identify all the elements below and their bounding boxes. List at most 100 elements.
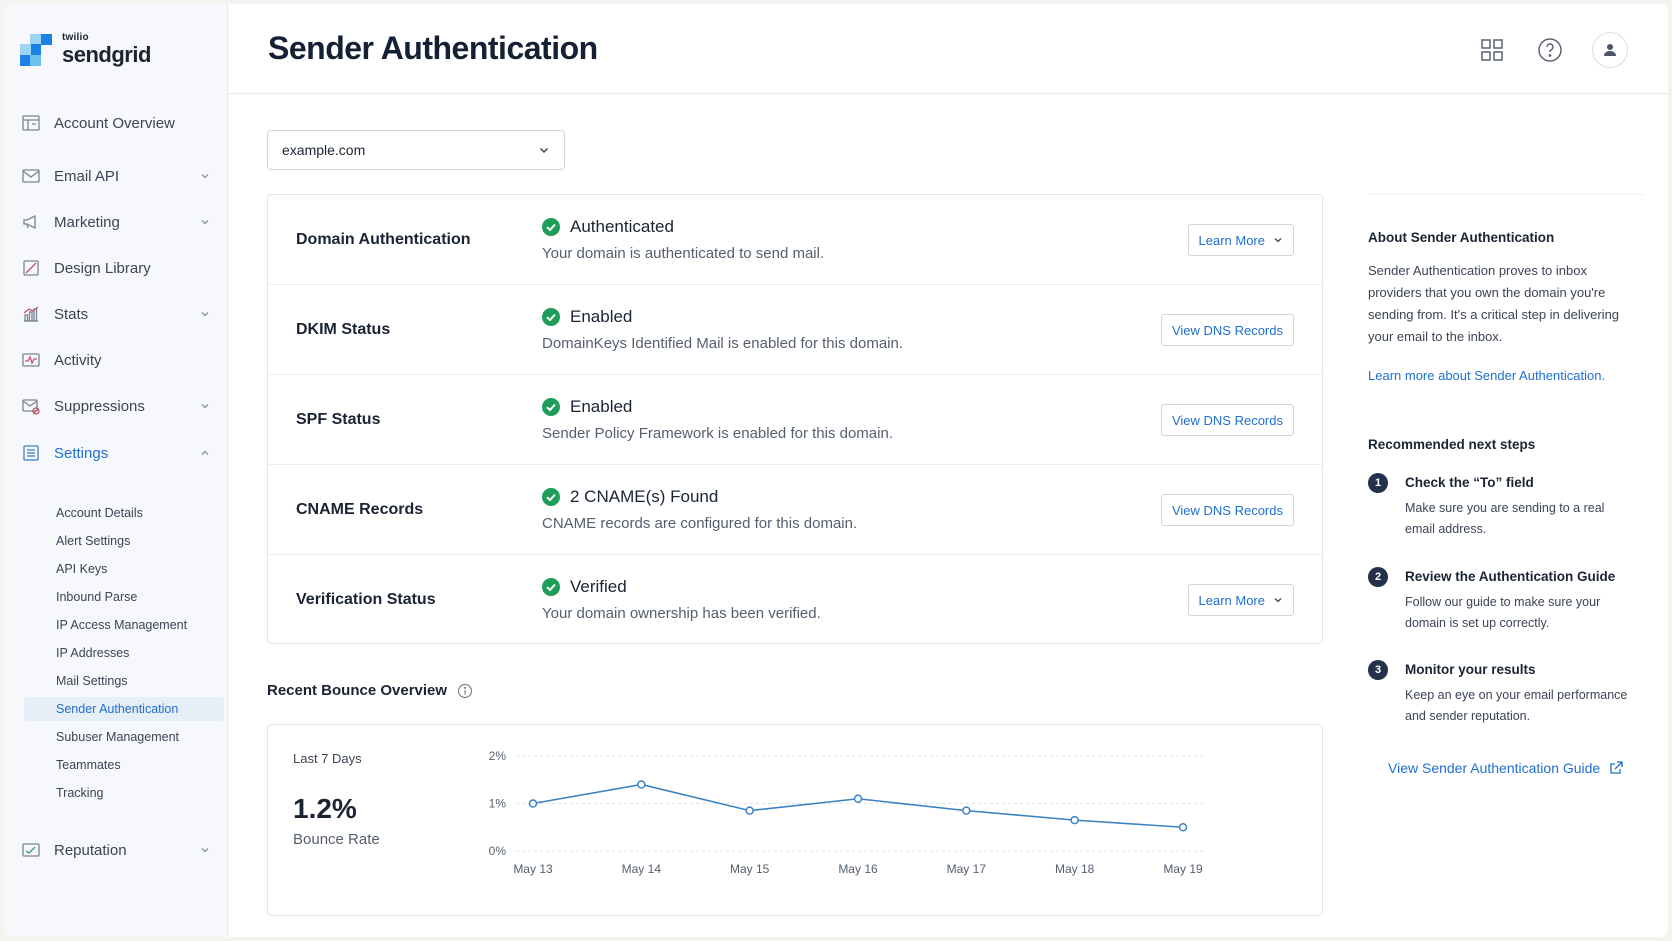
- status-row-verification: Verification Status Verified Your domain…: [268, 555, 1322, 645]
- data-point[interactable]: [745, 806, 754, 815]
- sidebar-item-label: Design Library: [54, 259, 151, 277]
- status-indicator: Enabled: [542, 307, 632, 327]
- status-row-title: CNAME Records: [296, 501, 424, 518]
- sidebar-item-account-overview[interactable]: Account Overview: [20, 108, 220, 138]
- sidebar-item-label: Stats: [54, 305, 89, 323]
- check-circle-icon: [542, 398, 560, 416]
- sidebar-subitem-subuser-management[interactable]: Subuser Management: [56, 730, 179, 744]
- user-avatar-button[interactable]: [1592, 32, 1628, 68]
- sidebar-subitem-sender-authentication[interactable]: Sender Authentication: [24, 697, 224, 721]
- settings-icon: [20, 442, 42, 464]
- view-dns-records-button[interactable]: View DNS Records: [1160, 404, 1294, 436]
- button-label: View DNS Records: [1171, 412, 1283, 428]
- status-text: Verified: [570, 577, 627, 596]
- bounce-rate-value: 1.2%: [293, 793, 357, 824]
- learn-more-button[interactable]: Learn More: [1187, 224, 1294, 256]
- step-title: Check the “To” field: [1405, 475, 1534, 490]
- sidebar-subitem-account-details[interactable]: Account Details: [56, 506, 143, 520]
- sidebar-item-activity[interactable]: Activity: [20, 345, 220, 375]
- learn-more-button[interactable]: Learn More: [1187, 584, 1294, 616]
- view-dns-records-button[interactable]: View DNS Records: [1160, 314, 1294, 346]
- chevron-down-icon: [198, 215, 212, 229]
- sidebar-item-stats[interactable]: Stats: [20, 299, 220, 329]
- apps-grid-icon[interactable]: [1474, 32, 1510, 68]
- help-icon[interactable]: [1532, 32, 1568, 68]
- status-text: Authenticated: [570, 217, 674, 236]
- bounce-rate-label: Bounce Rate: [293, 831, 380, 848]
- data-point[interactable]: [637, 780, 646, 789]
- sidebar-subitem-api-keys[interactable]: API Keys: [56, 562, 108, 576]
- view-dns-records-button[interactable]: View DNS Records: [1160, 494, 1294, 526]
- status-row-domain-authentication: Domain Authentication Authenticated Your…: [268, 195, 1322, 285]
- sidebar-item-marketing[interactable]: Marketing: [20, 207, 220, 237]
- info-icon[interactable]: [457, 683, 473, 699]
- chevron-down-icon: [198, 399, 212, 413]
- y-tick-label: 1%: [489, 797, 507, 811]
- sidebar-subitem-ip-addresses[interactable]: IP Addresses: [56, 646, 130, 660]
- status-description: Your domain is authenticated to send mai…: [542, 245, 825, 262]
- stats-icon: [20, 303, 42, 325]
- data-point[interactable]: [1070, 815, 1079, 825]
- about-text-line: Sender Authentication proves to inbox: [1368, 263, 1587, 278]
- next-steps-heading: Recommended next steps: [1368, 437, 1536, 452]
- status-text: Enabled: [570, 397, 633, 416]
- button-label: Learn More: [1198, 232, 1265, 248]
- step-number-badge: 2: [1368, 567, 1388, 587]
- step-desc-line: Make sure you are sending to a real: [1405, 501, 1605, 515]
- status-row-spf: SPF Status Enabled Sender Policy Framewo…: [268, 375, 1322, 465]
- chevron-up-icon: [198, 446, 212, 460]
- sidebar-item-design-library[interactable]: Design Library: [20, 253, 220, 283]
- megaphone-icon: [20, 211, 42, 233]
- status-row-title: DKIM Status: [296, 321, 391, 338]
- y-tick-label: 0%: [489, 844, 507, 858]
- user-icon: [1604, 44, 1616, 56]
- button-label: Learn More: [1198, 592, 1265, 608]
- sidebar-item-suppressions[interactable]: Suppressions: [20, 391, 220, 421]
- sidebar-subitem-ip-access-management[interactable]: IP Access Management: [56, 618, 188, 632]
- check-circle-icon: [542, 578, 560, 596]
- step-number-badge: 1: [1368, 473, 1388, 493]
- bounce-series-line: [532, 783, 1184, 829]
- account-overview-icon: [20, 112, 42, 134]
- x-tick-label: May 19: [1163, 862, 1203, 876]
- status-indicator: Enabled: [542, 397, 632, 417]
- authentication-status-card: Domain Authentication Authenticated Your…: [267, 194, 1323, 644]
- chevron-down-icon: [198, 307, 212, 321]
- page-title: Sender Authentication: [268, 30, 598, 66]
- chevron-down-icon: [198, 169, 212, 183]
- step-number-badge: 3: [1368, 660, 1388, 680]
- bounce-line-chart: 2% 1% 0% May 13 May 14 May 15 May 16 May 17 May …: [489, 749, 1203, 876]
- data-point[interactable]: [962, 806, 971, 815]
- domain-select[interactable]: example.com: [267, 130, 565, 170]
- sidebar-subitem-teammates[interactable]: Teammates: [56, 758, 121, 772]
- step-desc-line: email address.: [1405, 522, 1487, 536]
- status-description: Your domain ownership has been verified.: [542, 605, 821, 622]
- data-point[interactable]: [853, 794, 863, 803]
- sidebar-item-email-api[interactable]: Email API: [20, 161, 220, 191]
- sidebar-subitem-mail-settings[interactable]: Mail Settings: [56, 674, 128, 688]
- sendgrid-logo[interactable]: twilio sendgrid: [20, 30, 200, 70]
- status-row-title: Verification Status: [296, 591, 436, 608]
- about-text-line: providers that you own the domain you're: [1368, 285, 1606, 300]
- logo-sendgrid-text: sendgrid: [62, 42, 151, 67]
- button-label: View DNS Records: [1171, 502, 1283, 518]
- sendgrid-logo-mark: [20, 34, 52, 66]
- learn-more-about-link[interactable]: Learn more about Sender Authentication.: [1368, 368, 1606, 383]
- data-point[interactable]: [1178, 823, 1188, 832]
- chevron-down-icon: [1274, 238, 1282, 243]
- step-desc-line: Follow our guide to make sure your: [1405, 595, 1601, 609]
- step-desc-line: domain is set up correctly.: [1405, 616, 1550, 630]
- sidebar-subitem-tracking[interactable]: Tracking: [56, 786, 104, 800]
- view-guide-link[interactable]: View Sender Authentication Guide: [1388, 760, 1624, 776]
- x-tick-label: May 17: [947, 862, 987, 876]
- suppressions-icon: [20, 395, 42, 417]
- data-point[interactable]: [528, 799, 538, 808]
- sidebar-subitem-inbound-parse[interactable]: Inbound Parse: [56, 590, 138, 604]
- sidebar-item-reputation[interactable]: Reputation: [20, 835, 220, 865]
- sidebar-subitem-alert-settings[interactable]: Alert Settings: [56, 534, 131, 548]
- check-circle-icon: [542, 308, 560, 326]
- bounce-overview-title: Recent Bounce Overview: [267, 682, 448, 699]
- sidebar-item-settings[interactable]: Settings: [20, 438, 220, 468]
- check-circle-icon: [542, 488, 560, 506]
- sidebar-item-label: Settings: [54, 444, 109, 462]
